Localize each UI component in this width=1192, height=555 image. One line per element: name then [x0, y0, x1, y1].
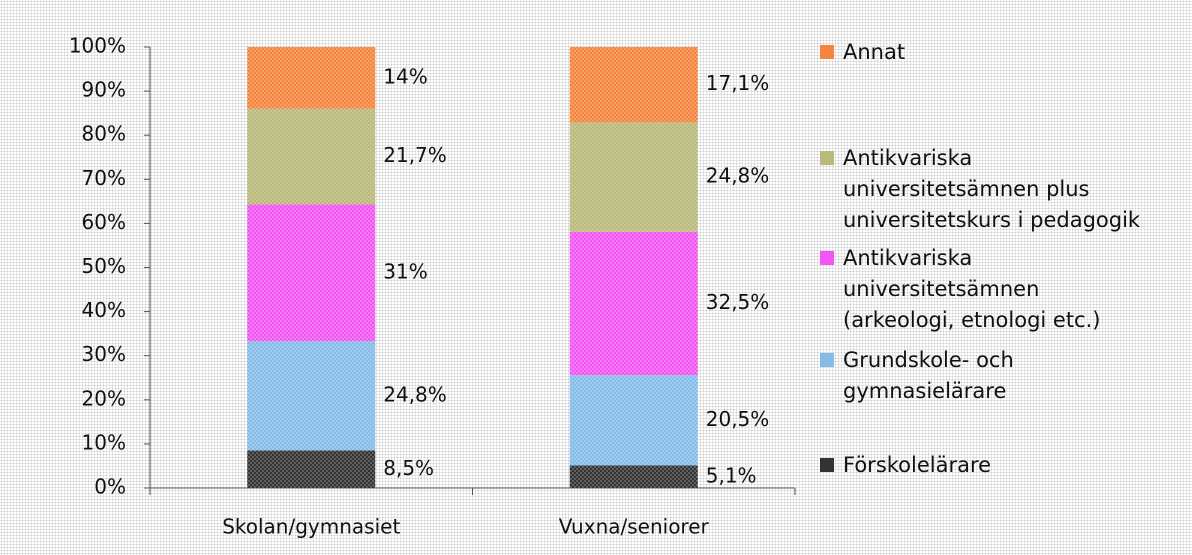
value-label: 17,1%	[706, 71, 770, 95]
legend-label: Antikvariska universitetsämnen (arkeolog…	[843, 246, 1101, 332]
bar-segment	[247, 204, 376, 342]
y-tick-label: 80%	[82, 122, 126, 146]
bar-segment	[247, 450, 376, 488]
y-tick-label: 10%	[82, 430, 126, 454]
value-label: 32,5%	[706, 290, 770, 314]
y-tick-label: 40%	[82, 298, 126, 322]
legend-label: Antikvariska universitetsämnen plus univ…	[843, 146, 1141, 232]
value-label: 5,1%	[706, 463, 757, 487]
legend-label: Förskolelärare	[843, 453, 992, 477]
y-tick-label: 60%	[82, 210, 126, 234]
x-tick-label: Vuxna/seniorer	[559, 515, 710, 539]
y-tick-label: 20%	[82, 386, 126, 410]
value-label: 14%	[383, 64, 427, 88]
y-tick-label: 50%	[82, 254, 126, 278]
legend-swatch	[820, 353, 834, 367]
value-label: 24,8%	[706, 164, 770, 188]
legend-label: Grundskole- och gymnasielärare	[843, 348, 1014, 403]
bar-segment	[569, 47, 698, 123]
value-label: 21,7%	[383, 143, 447, 167]
legend-swatch	[820, 458, 834, 472]
legend-swatch	[820, 251, 834, 265]
y-tick-label: 30%	[82, 342, 126, 366]
y-tick-label: 100%	[69, 34, 126, 58]
bar-segment	[569, 231, 698, 376]
y-tick-label: 70%	[82, 166, 126, 190]
bar-segment	[247, 47, 376, 109]
legend-label: Annat	[843, 40, 906, 64]
legend-swatch	[820, 45, 834, 59]
x-tick-label: Skolan/gymnasiet	[222, 515, 400, 539]
bar-segment	[569, 122, 698, 232]
value-label: 24,8%	[383, 382, 447, 406]
value-label: 31%	[383, 259, 427, 283]
bar-segment	[247, 341, 376, 451]
y-tick-label: 90%	[82, 78, 126, 102]
chart: 0% 10% 20% 30% 40% 50% 60% 70% 80% 90% 100% Skolan/…	[69, 34, 796, 539]
value-label: 8,5%	[383, 456, 434, 480]
bar-segment	[247, 108, 376, 205]
value-label: 20,5%	[706, 407, 770, 431]
legend-swatch	[820, 151, 834, 165]
bar-segment	[569, 375, 698, 466]
y-tick-label: 0%	[94, 475, 126, 499]
bar-segment	[569, 465, 698, 488]
